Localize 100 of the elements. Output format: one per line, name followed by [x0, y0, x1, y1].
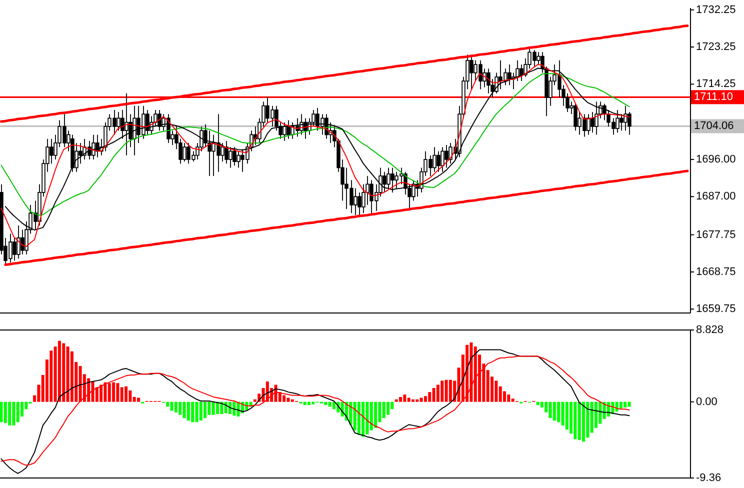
bar	[324, 402, 328, 406]
bar	[78, 366, 82, 402]
bar	[286, 398, 290, 402]
bar	[199, 402, 202, 421]
bar	[66, 346, 70, 402]
candlestick	[236, 150, 240, 168]
bar	[116, 383, 120, 402]
bar	[416, 399, 419, 402]
bar	[440, 380, 444, 402]
line-series	[4, 170, 689, 266]
bar	[548, 402, 552, 418]
bar	[216, 402, 220, 414]
bar	[50, 350, 53, 402]
bar	[170, 402, 174, 411]
bar	[561, 402, 564, 426]
bar	[191, 402, 194, 422]
bar	[328, 402, 332, 407]
candlestick	[232, 146, 236, 166]
candlestick	[224, 140, 228, 164]
candlestick	[96, 134, 100, 158]
bar	[357, 402, 360, 434]
y-tick-label: 1696.00	[696, 153, 736, 166]
y-tick-label: 8.828	[696, 324, 724, 336]
bar	[420, 398, 423, 402]
bar	[62, 343, 66, 402]
bar	[386, 402, 390, 415]
candlestick	[574, 103, 578, 132]
candlestick	[432, 146, 436, 172]
candlestick	[386, 167, 390, 189]
y-tick-label: 1714.25	[696, 78, 736, 90]
bar	[565, 402, 568, 430]
bar	[436, 384, 440, 402]
candlestick	[586, 114, 590, 136]
y-tick-label: 1659.75	[696, 303, 736, 316]
bar	[370, 402, 373, 430]
candlestick	[444, 144, 448, 168]
candlestick	[486, 68, 490, 94]
bar	[112, 382, 116, 402]
bar	[12, 402, 16, 426]
bar	[4, 402, 7, 423]
bar	[290, 399, 294, 402]
bar	[100, 384, 103, 402]
bar	[494, 380, 498, 402]
y-tick-label: -9.36	[696, 472, 722, 484]
bar	[598, 402, 602, 424]
bar	[228, 402, 232, 414]
bar	[399, 396, 402, 402]
bar	[374, 402, 378, 428]
bar	[353, 402, 356, 430]
bar	[552, 402, 556, 421]
bar	[428, 392, 432, 402]
bar	[128, 390, 132, 402]
bar	[403, 394, 406, 402]
y-tick-label: 1668.75	[696, 266, 736, 278]
bar	[208, 402, 211, 415]
bar	[204, 402, 207, 418]
candlestick	[390, 167, 394, 193]
bar	[432, 388, 436, 402]
bar	[412, 399, 414, 402]
bar	[303, 402, 306, 406]
bar	[282, 395, 286, 402]
bar	[124, 386, 128, 402]
candlestick	[616, 109, 620, 134]
bar	[212, 402, 215, 415]
y-tick-label: 1732.25	[696, 4, 736, 16]
bar	[8, 402, 12, 426]
bar	[424, 396, 427, 402]
line-series	[0, 24, 689, 123]
candlestick	[594, 101, 598, 136]
bar	[308, 402, 311, 406]
candlestick	[16, 225, 20, 259]
candlestick	[440, 146, 444, 172]
candlestick	[70, 134, 74, 172]
bar	[557, 402, 560, 422]
bar	[120, 387, 124, 402]
candlestick	[304, 118, 308, 140]
bar	[586, 402, 590, 438]
bar	[178, 402, 182, 415]
bar	[582, 402, 586, 442]
candlestick	[470, 56, 474, 90]
bar	[166, 402, 170, 407]
bar	[448, 380, 452, 402]
bar	[536, 402, 540, 406]
bar	[186, 402, 190, 421]
bar	[232, 402, 236, 416]
bar	[624, 402, 627, 408]
candlestick	[182, 142, 186, 162]
y-tick-label: 1687.00	[696, 190, 736, 203]
bar	[174, 402, 178, 412]
bar	[0, 402, 3, 422]
bar	[507, 394, 510, 402]
bar	[444, 380, 448, 402]
bar	[628, 402, 631, 407]
bar	[16, 402, 20, 422]
bar	[87, 378, 90, 402]
y-tick-label: 1723.25	[696, 41, 736, 53]
y-tick-label: 0.00	[696, 396, 718, 408]
bar	[362, 402, 365, 437]
ref-line-label: 1711.10	[694, 91, 733, 104]
candlestick	[286, 120, 290, 140]
